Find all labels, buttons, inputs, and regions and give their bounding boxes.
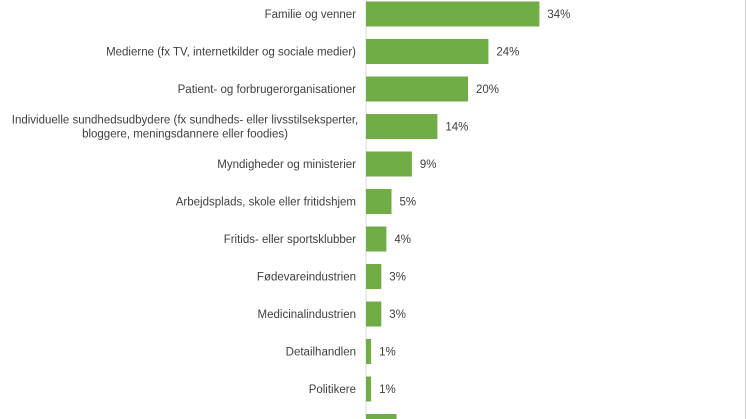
category-label-line: bloggere, meningsdannere eller foodies)	[82, 129, 288, 141]
value-label-3: 14%	[445, 122, 468, 134]
value-label-1: 24%	[496, 47, 519, 59]
bar-1	[366, 39, 489, 64]
category-label-1: Medierne (fx TV, internetkilder og socia…	[106, 47, 356, 59]
category-label-3: Individuelle sundhedsudbydere (fx sundhe…	[12, 115, 358, 141]
bar-10	[366, 376, 372, 402]
category-label-line: Arbejdsplads, skole eller fritidshjem	[176, 197, 356, 209]
category-label-0: Familie og venner	[265, 9, 357, 21]
value-label-6: 4%	[394, 234, 411, 246]
category-label-line: Politikere	[309, 384, 356, 396]
bar-5	[366, 189, 392, 214]
value-label-5: 5%	[400, 197, 417, 209]
category-label-7: Fødevareindustrien	[257, 272, 356, 284]
category-label-10: Politikere	[309, 384, 356, 396]
category-label-line: Myndigheder og ministerier	[217, 159, 356, 171]
category-label-6: Fritids- eller sportsklubber	[224, 234, 356, 246]
category-label-4: Myndigheder og ministerier	[217, 159, 356, 171]
category-label-line: Fritids- eller sportsklubber	[224, 234, 356, 246]
value-label-0: 34%	[547, 9, 570, 21]
category-label-line: Fødevareindustrien	[257, 272, 356, 284]
value-label-2: 20%	[476, 84, 499, 96]
category-label-8: Medicinalindustrien	[258, 309, 356, 321]
category-labels-group: Familie og venner Medierne (fx TV, intern…	[12, 9, 358, 396]
category-label-9: Detailhandlen	[286, 347, 356, 359]
category-label-5: Arbejdsplads, skole eller fritidshjem	[176, 197, 356, 209]
bar-2	[366, 76, 468, 102]
bar-8	[366, 301, 382, 327]
bar-7	[366, 264, 382, 289]
bar-3	[366, 114, 438, 139]
value-labels-group: 34% 24% 20% 14% 9% 5% 4% 3% 3% 1% 1%	[379, 9, 570, 396]
bars-group	[366, 1, 540, 419]
bar-9	[366, 339, 372, 364]
category-label-line: Individuelle sundhedsudbydere (fx sundhe…	[12, 115, 358, 127]
value-label-4: 9%	[420, 159, 437, 171]
category-label-line: Medierne (fx TV, internetkilder og socia…	[106, 47, 356, 59]
value-label-7: 3%	[389, 272, 406, 284]
category-label-line: Patient- og forbrugerorganisationer	[178, 84, 357, 96]
category-label-line: Medicinalindustrien	[258, 309, 356, 321]
bar-0	[366, 1, 540, 27]
bar-11	[366, 414, 397, 419]
category-label-line: Detailhandlen	[286, 347, 356, 359]
value-label-9: 1%	[379, 347, 396, 359]
value-label-10: 1%	[379, 384, 396, 396]
bar-4	[366, 151, 412, 177]
category-label-2: Patient- og forbrugerorganisationer	[178, 84, 357, 96]
category-label-line: Familie og venner	[265, 9, 357, 21]
value-label-8: 3%	[389, 309, 406, 321]
bar-6	[366, 226, 387, 252]
